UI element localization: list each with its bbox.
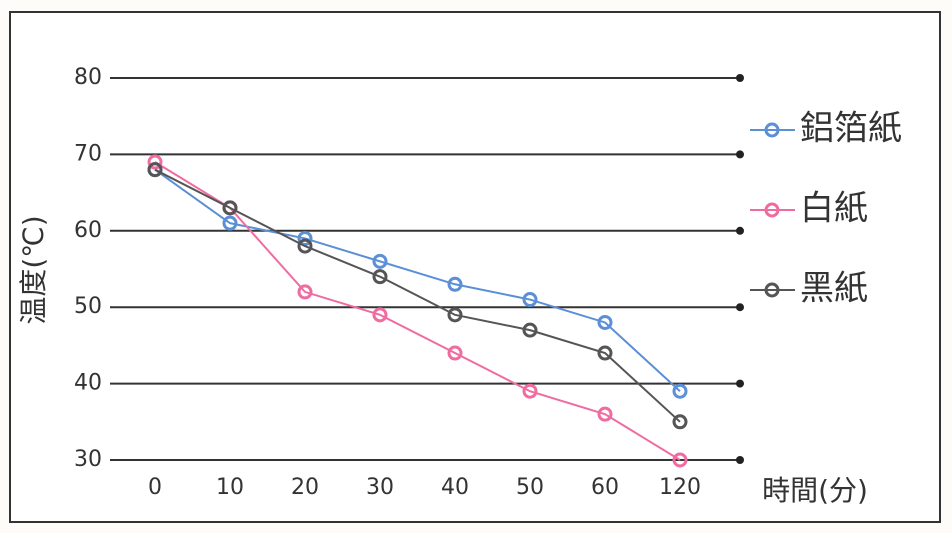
grid-end-dot [736, 74, 744, 82]
x-tick-label: 20 [291, 475, 319, 500]
y-tick-label: 80 [74, 65, 102, 90]
paper-border [10, 12, 940, 522]
grid-end-dot [736, 380, 744, 388]
grid-end-dot [736, 303, 744, 311]
grid-end-dot [736, 456, 744, 464]
y-tick-label: 60 [74, 218, 102, 243]
y-axis-title: 温度(℃) [17, 215, 50, 324]
legend-label: 鋁箔紙 [800, 109, 902, 149]
grid-end-dot [736, 150, 744, 158]
legend-label: 黑紙 [800, 269, 868, 309]
chart: 時間(分) 温度(℃) 鋁箔紙白紙黑紙 30 40 50 60 70 80 0 10 20 30 4… [0, 0, 952, 533]
y-tick-label: 50 [74, 294, 102, 319]
x-tick-label: 40 [441, 475, 469, 500]
y-tick-label: 30 [74, 447, 102, 472]
y-tick-label: 40 [74, 371, 102, 396]
x-tick-label: 0 [148, 475, 162, 500]
x-tick-label: 60 [591, 475, 619, 500]
x-tick-label: 120 [659, 475, 701, 500]
y-tick-label: 70 [74, 141, 102, 166]
grid-end-dot [736, 227, 744, 235]
x-axis-title: 時間(分) [762, 474, 868, 507]
legend-label: 白紙 [800, 189, 868, 229]
x-tick-label: 10 [216, 475, 244, 500]
x-tick-label: 50 [516, 475, 544, 500]
x-tick-label: 30 [366, 475, 394, 500]
